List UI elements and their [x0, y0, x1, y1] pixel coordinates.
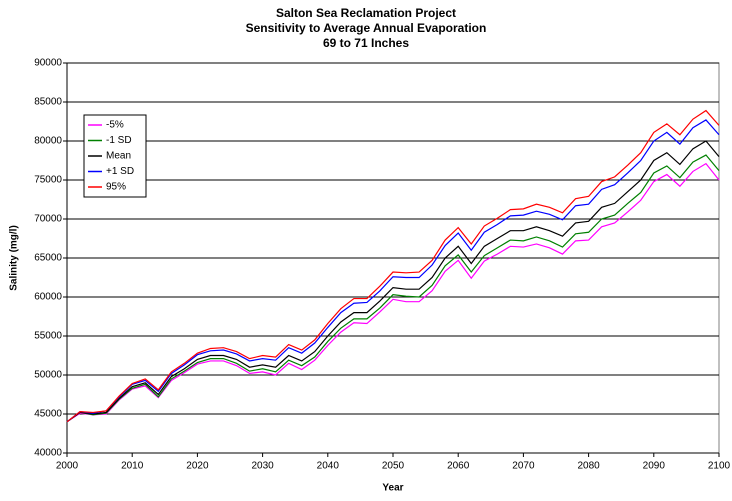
y-tick-label: 70000	[34, 214, 62, 225]
legend-label: +1 SD	[106, 166, 134, 177]
x-tick-label: 2080	[577, 461, 600, 472]
y-tick-label: 85000	[34, 97, 62, 108]
y-tick-label: 75000	[34, 175, 62, 186]
series-line	[66, 154, 720, 423]
x-tick-label: 2060	[447, 461, 470, 472]
series-line	[66, 162, 720, 423]
y-tick-label: 55000	[34, 331, 62, 342]
y-tick-label: 40000	[34, 448, 62, 459]
y-tick-label: 45000	[34, 409, 62, 420]
x-tick-label: 2090	[643, 461, 666, 472]
x-axis-label: Year	[382, 483, 403, 494]
y-tick-label: 60000	[34, 292, 62, 303]
y-tick-label: 90000	[34, 58, 62, 69]
y-tick-label: 80000	[34, 136, 62, 147]
x-tick-label: 2030	[251, 461, 274, 472]
series-line	[66, 119, 720, 423]
chart-subtitle: Sensitivity to Average Annual Evaporatio…	[246, 21, 487, 35]
y-tick-label: 50000	[34, 370, 62, 381]
x-tick-label: 2000	[56, 461, 79, 472]
series-line	[66, 140, 720, 423]
y-axis-label: Salinity (mg/l)	[9, 225, 20, 291]
x-tick-label: 2010	[121, 461, 144, 472]
x-tick-label: 2100	[708, 461, 731, 472]
x-tick-label: 2040	[317, 461, 340, 472]
legend-label: 95%	[106, 182, 126, 193]
series-line	[66, 109, 720, 423]
chart-subtitle: 69 to 71 Inches	[323, 36, 409, 50]
legend-label: -5%	[106, 120, 124, 131]
x-tick-label: 2020	[186, 461, 209, 472]
legend-label: -1 SD	[106, 135, 132, 146]
chart-title: Salton Sea Reclamation Project	[276, 6, 456, 20]
legend: -5% -1 SD Mean +1 SD 95%	[83, 114, 147, 198]
x-tick-label: 2050	[382, 461, 405, 472]
x-tick-label: 2070	[512, 461, 535, 472]
legend-label: Mean	[106, 151, 131, 162]
y-tick-label: 65000	[34, 253, 62, 264]
